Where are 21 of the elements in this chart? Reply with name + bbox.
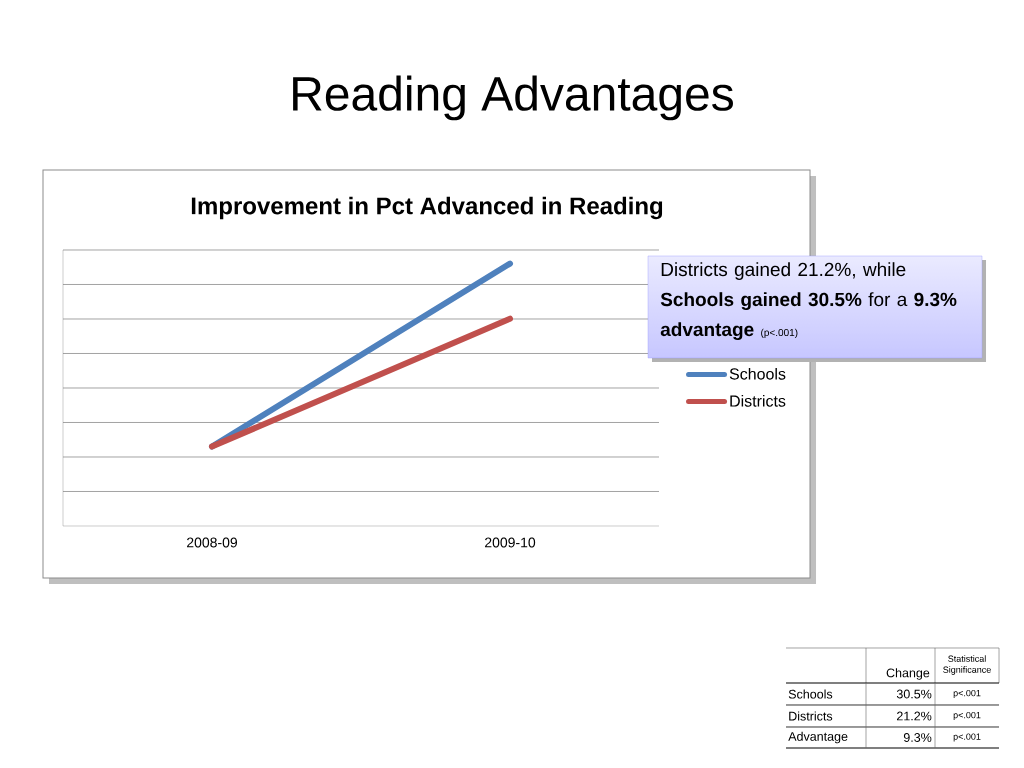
text: Districts gained 21.2%, while bbox=[661, 262, 906, 280]
text: Districts bbox=[789, 711, 833, 721]
text: p<.001 bbox=[953, 689, 981, 699]
text: 30.5% bbox=[896, 689, 932, 699]
text: Schools gained 30.5% for a 9.3% bbox=[660, 292, 957, 310]
text: p<.001 bbox=[953, 733, 981, 742]
text: Advantage bbox=[788, 731, 848, 744]
chart-title: Reading Advantages bbox=[293, 75, 733, 121]
text: 21.2% bbox=[897, 711, 932, 721]
text: advantage bbox=[660, 322, 754, 340]
text: Statistical Significance bbox=[943, 655, 991, 675]
x-tick-label: 2008-09 bbox=[187, 537, 238, 548]
x-tick-label: 2009-10 bbox=[485, 537, 536, 548]
chart-subtitle: Improvement in Pct Advanced in Reading bbox=[191, 196, 663, 220]
legend-label: Districts bbox=[730, 395, 786, 407]
text: 9.3% bbox=[903, 733, 932, 742]
legend-label: Schools bbox=[729, 367, 786, 380]
text: Schools bbox=[788, 689, 833, 699]
text: p<.001 bbox=[953, 711, 981, 721]
text: Change bbox=[886, 668, 930, 680]
text: (p<.001) bbox=[761, 328, 798, 339]
